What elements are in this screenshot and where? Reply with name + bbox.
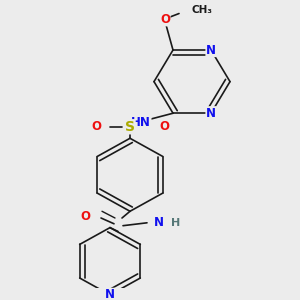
Text: O: O bbox=[160, 13, 170, 26]
Text: HN: HN bbox=[131, 116, 151, 129]
Text: O: O bbox=[159, 120, 169, 133]
Text: H: H bbox=[171, 218, 180, 228]
Text: O: O bbox=[80, 210, 90, 223]
Text: CH₃: CH₃ bbox=[191, 5, 212, 15]
Text: N: N bbox=[206, 44, 216, 56]
Text: N: N bbox=[154, 216, 164, 229]
Text: O: O bbox=[91, 120, 101, 133]
Text: S: S bbox=[125, 120, 135, 134]
Text: N: N bbox=[206, 107, 216, 120]
Text: N: N bbox=[105, 288, 115, 300]
